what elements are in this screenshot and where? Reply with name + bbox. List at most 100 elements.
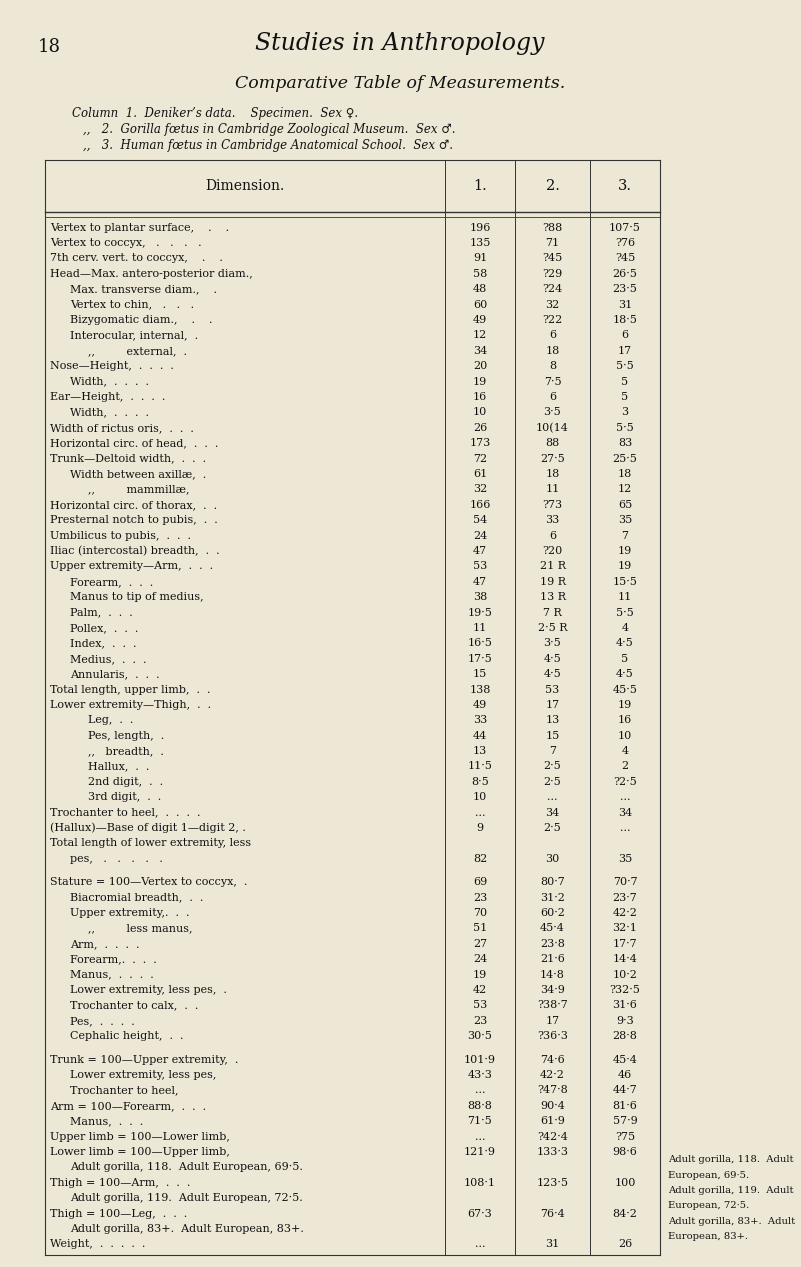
Text: ?24: ?24 [542, 284, 562, 294]
Text: ?47·8: ?47·8 [537, 1086, 568, 1096]
Text: Max. transverse diam.,    .: Max. transverse diam., . [70, 284, 217, 294]
Text: 84·2: 84·2 [613, 1209, 638, 1219]
Text: 19: 19 [473, 969, 487, 979]
Text: 38: 38 [473, 592, 487, 602]
Text: European, 72·5.: European, 72·5. [668, 1201, 749, 1210]
Text: Umbilicus to pubis,  .  .  .: Umbilicus to pubis, . . . [50, 531, 191, 541]
Text: 71·5: 71·5 [468, 1116, 493, 1126]
Text: Leg,  .  .: Leg, . . [88, 716, 134, 725]
Text: Vertex to chin,   .   .   .: Vertex to chin, . . . [70, 300, 194, 309]
Text: 31: 31 [618, 300, 632, 309]
Text: 19: 19 [618, 699, 632, 710]
Text: Annularis,  .  .  .: Annularis, . . . [70, 669, 159, 679]
Text: 83: 83 [618, 438, 632, 449]
Text: 98·6: 98·6 [613, 1147, 638, 1157]
Text: 2: 2 [622, 761, 629, 772]
Text: 23·5: 23·5 [613, 284, 638, 294]
Text: Medius,  .  .  .: Medius, . . . [70, 654, 147, 664]
Text: 10: 10 [473, 792, 487, 802]
Text: 60·2: 60·2 [540, 908, 565, 919]
Text: Width between axillæ,  .: Width between axillæ, . [70, 469, 206, 479]
Text: ?38·7: ?38·7 [537, 1001, 568, 1010]
Text: 6: 6 [549, 531, 556, 541]
Text: Trunk = 100—Upper extremity,  .: Trunk = 100—Upper extremity, . [50, 1054, 239, 1064]
Text: 23·8: 23·8 [540, 939, 565, 949]
Text: 53: 53 [545, 684, 560, 694]
Text: 42: 42 [473, 984, 487, 995]
Text: Pes,  .  .  .  .: Pes, . . . . [70, 1016, 135, 1026]
Text: Total length, upper limb,  .  .: Total length, upper limb, . . [50, 684, 211, 694]
Text: 23: 23 [473, 893, 487, 902]
Text: Forearm,.  .  .  .: Forearm,. . . . [70, 954, 157, 964]
Text: 49: 49 [473, 315, 487, 326]
Text: 90·4: 90·4 [540, 1101, 565, 1111]
Text: 8·5: 8·5 [471, 777, 489, 787]
Text: ,,         mammillæ,: ,, mammillæ, [88, 484, 190, 494]
Text: 70·7: 70·7 [613, 877, 638, 887]
Text: 18: 18 [618, 469, 632, 479]
Text: 80·7: 80·7 [540, 877, 565, 887]
Text: 133·3: 133·3 [537, 1147, 569, 1157]
Text: 15: 15 [473, 669, 487, 679]
Text: 11: 11 [618, 592, 632, 602]
Text: 5·5: 5·5 [616, 361, 634, 371]
Text: 26·5: 26·5 [613, 269, 638, 279]
Text: 7: 7 [622, 531, 629, 541]
Text: 107·5: 107·5 [609, 223, 641, 233]
Text: 18: 18 [545, 346, 560, 356]
Text: 18: 18 [545, 469, 560, 479]
Text: Biacromial breadth,  .  .: Biacromial breadth, . . [70, 893, 203, 902]
Text: 5: 5 [622, 654, 629, 664]
Text: 54: 54 [473, 516, 487, 526]
Text: 100: 100 [614, 1178, 636, 1187]
Text: Presternal notch to pubis,  .  .: Presternal notch to pubis, . . [50, 516, 218, 526]
Text: 61·9: 61·9 [540, 1116, 565, 1126]
Text: 32·1: 32·1 [613, 924, 638, 934]
Text: Nose—Height,  .  .  .  .: Nose—Height, . . . . [50, 361, 174, 371]
Text: 10: 10 [618, 731, 632, 741]
Text: ...: ... [475, 1131, 485, 1142]
Text: 3·5: 3·5 [544, 408, 562, 417]
Text: 45·4: 45·4 [613, 1054, 638, 1064]
Text: Manus,  .  .  .  .: Manus, . . . . [70, 969, 154, 979]
Text: 16: 16 [473, 392, 487, 402]
Text: Upper extremity—Arm,  .  .  .: Upper extremity—Arm, . . . [50, 561, 213, 571]
Text: 11: 11 [473, 623, 487, 634]
Text: Forearm,  .  .  .: Forearm, . . . [70, 576, 153, 587]
Text: ?2·5: ?2·5 [613, 777, 637, 787]
Text: ...: ... [620, 792, 630, 802]
Text: 18: 18 [38, 38, 61, 56]
Text: Comparative Table of Measurements.: Comparative Table of Measurements. [235, 75, 566, 92]
Text: 4·5: 4·5 [616, 639, 634, 649]
Text: 42·2: 42·2 [540, 1069, 565, 1079]
Text: 101·9: 101·9 [464, 1054, 496, 1064]
Text: 4: 4 [622, 623, 629, 634]
Text: Vertex to plantar surface,    .    .: Vertex to plantar surface, . . [50, 223, 229, 233]
Text: 3: 3 [622, 408, 629, 417]
Text: Arm = 100—Forearm,  .  .  .: Arm = 100—Forearm, . . . [50, 1101, 206, 1111]
Text: 26: 26 [618, 1239, 632, 1249]
Text: 60: 60 [473, 300, 487, 309]
Text: 3·5: 3·5 [544, 639, 562, 649]
Text: 88·8: 88·8 [468, 1101, 493, 1111]
Text: Lower extremity—Thigh,  .  .: Lower extremity—Thigh, . . [50, 699, 211, 710]
Text: 18·5: 18·5 [613, 315, 638, 326]
Text: 82: 82 [473, 854, 487, 864]
Text: Head—Max. antero-posterior diam.,: Head—Max. antero-posterior diam., [50, 269, 253, 279]
Text: ?73: ?73 [542, 499, 562, 509]
Text: 49: 49 [473, 699, 487, 710]
Text: 21 R: 21 R [540, 561, 566, 571]
Text: ?88: ?88 [542, 223, 562, 233]
Text: ?45: ?45 [615, 253, 635, 264]
Text: Total length of lower extremity, less: Total length of lower extremity, less [50, 839, 252, 849]
Text: 4·5: 4·5 [544, 654, 562, 664]
Text: 10: 10 [473, 408, 487, 417]
Text: Stature = 100—Vertex to coccyx,  .: Stature = 100—Vertex to coccyx, . [50, 877, 248, 887]
Text: 81·6: 81·6 [613, 1101, 638, 1111]
Text: 2nd digit,  .  .: 2nd digit, . . [88, 777, 163, 787]
Text: 25·5: 25·5 [613, 454, 638, 464]
Text: 33: 33 [545, 516, 560, 526]
Text: 5·5: 5·5 [616, 608, 634, 617]
Text: 34: 34 [618, 807, 632, 817]
Text: 13: 13 [545, 716, 560, 725]
